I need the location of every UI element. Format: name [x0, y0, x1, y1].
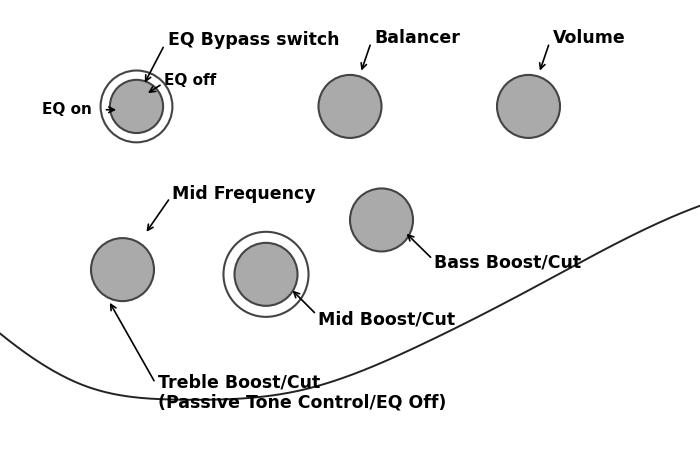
- Text: EQ on: EQ on: [42, 102, 92, 117]
- Text: Volume: Volume: [553, 29, 626, 47]
- Ellipse shape: [497, 75, 560, 138]
- Text: EQ Bypass switch: EQ Bypass switch: [168, 31, 340, 49]
- Text: EQ off: EQ off: [164, 73, 217, 88]
- Ellipse shape: [234, 243, 298, 306]
- Ellipse shape: [91, 238, 154, 301]
- Ellipse shape: [110, 80, 163, 133]
- Text: Mid Frequency: Mid Frequency: [172, 185, 315, 203]
- Ellipse shape: [318, 75, 382, 138]
- Text: Bass Boost/Cut: Bass Boost/Cut: [434, 254, 581, 272]
- Text: Mid Boost/Cut: Mid Boost/Cut: [318, 310, 456, 328]
- Text: Balancer: Balancer: [374, 29, 461, 47]
- Text: Treble Boost/Cut
(Passive Tone Control/EQ Off): Treble Boost/Cut (Passive Tone Control/E…: [158, 373, 446, 412]
- Ellipse shape: [350, 188, 413, 252]
